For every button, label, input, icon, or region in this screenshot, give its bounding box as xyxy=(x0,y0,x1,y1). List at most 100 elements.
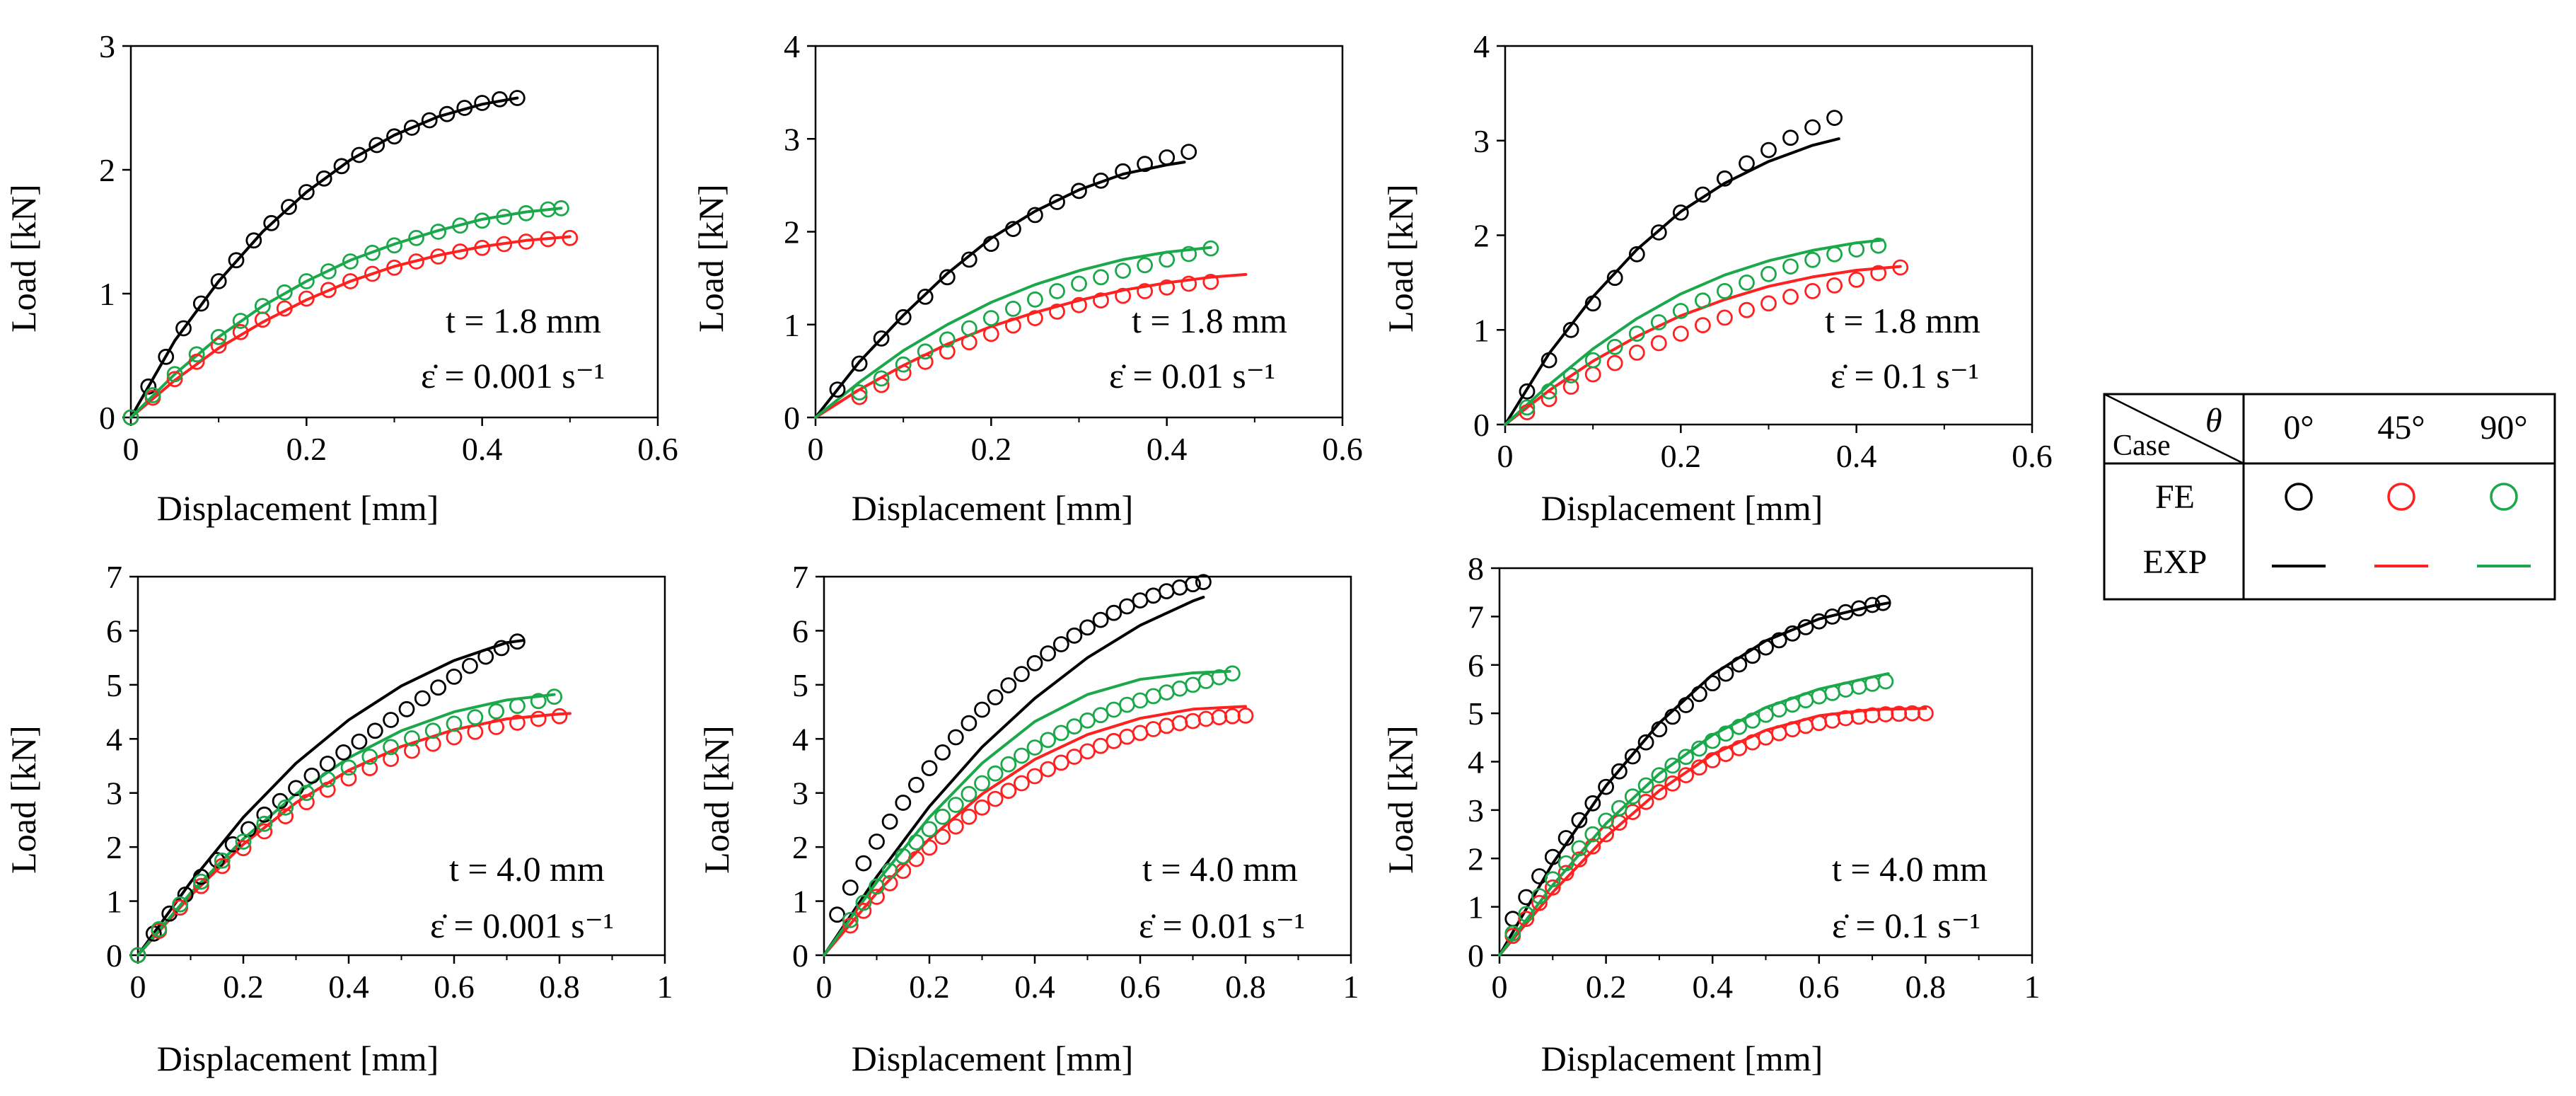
fe-point-green xyxy=(908,833,924,850)
fe-point-green xyxy=(1782,258,1799,275)
plot-area-6: 0 0.2 0.4 0.6 0.8 1 0 1 2 3 4 5 6 7 8 xyxy=(1468,550,2041,1005)
x-axis-title: Displacement [mm] xyxy=(852,1039,1134,1078)
y-tick-label: 8 xyxy=(1468,550,1484,587)
y-tick-label: 4 xyxy=(106,721,122,757)
fe-point-red xyxy=(342,273,359,289)
x-tick-label: 0 xyxy=(808,431,824,467)
fe-point-red xyxy=(842,917,859,934)
fe-point-green xyxy=(1678,749,1695,766)
fe-point-black xyxy=(477,648,494,665)
fe-point-black xyxy=(1598,778,1615,795)
x-tick-label: 0.8 xyxy=(539,969,580,1005)
fe-point-green xyxy=(1005,300,1021,317)
fe-point-red xyxy=(873,376,890,393)
fe-point-red xyxy=(188,353,205,370)
fe-point-green xyxy=(947,797,964,813)
fe-point-green xyxy=(1760,265,1777,282)
fe-point-green xyxy=(1571,840,1588,857)
y-tick-label: 7 xyxy=(792,559,808,595)
fe-point-green xyxy=(1826,246,1843,263)
fe-point-black xyxy=(921,760,938,776)
x-tick-label: 0.4 xyxy=(1147,431,1188,467)
fe-point-green xyxy=(129,947,146,964)
fe-point-black xyxy=(1716,170,1733,187)
fe-point-red xyxy=(1606,354,1623,371)
y-tick-label: 3 xyxy=(784,121,800,157)
y-tick-label: 6 xyxy=(1468,647,1484,683)
exp-line-black xyxy=(823,596,1205,957)
y-axis-title: Load [kN] xyxy=(4,184,43,333)
fe-point-green xyxy=(144,387,161,403)
fe-point-black xyxy=(939,269,956,286)
annotation-thickness: t = 1.8 mm xyxy=(446,301,601,340)
fe-point-green xyxy=(1541,383,1557,400)
fe-point-green xyxy=(1877,673,1894,690)
x-tick-label: 1 xyxy=(2024,969,2041,1005)
fe-point-green xyxy=(1562,367,1579,383)
y-tick-label: 5 xyxy=(1468,696,1484,732)
fe-point-red xyxy=(386,259,402,276)
fe-point-green xyxy=(1848,241,1865,258)
fe-point-green xyxy=(1079,712,1096,729)
fe-point-black xyxy=(509,90,526,106)
fe-point-black xyxy=(1544,848,1561,865)
y-axis-title: Load [kN] xyxy=(1381,184,1420,333)
annotation-strain-rate: ε̇ = 0.1 s⁻¹ xyxy=(1831,356,1979,396)
chart-panel-4: Load [kN] Displacement [mm] t = 4.0 mm ε… xyxy=(4,559,673,1078)
fe-point-green xyxy=(474,212,491,229)
y-tick-label: 3 xyxy=(99,28,115,64)
y-tick-label: 2 xyxy=(1473,218,1490,254)
y-tick-label: 4 xyxy=(784,28,800,64)
fe-point-green xyxy=(1519,399,1536,416)
annotation-thickness: t = 4.0 mm xyxy=(449,849,605,889)
fe-point-green xyxy=(961,320,977,337)
fe-point-red xyxy=(982,325,999,342)
fe-point-red xyxy=(851,388,868,405)
fe-point-black xyxy=(1770,632,1787,649)
fe-point-red xyxy=(917,353,934,370)
fe-point-red xyxy=(430,248,446,265)
fe-point-red xyxy=(276,300,293,317)
fe-point-black xyxy=(224,836,241,853)
plot-area-3: 0 0.2 0.4 0.6 0 1 2 3 4 xyxy=(1473,28,2053,474)
fe-point-green xyxy=(851,384,868,400)
fe-point-green xyxy=(1518,906,1535,923)
fe-point-black xyxy=(1744,647,1761,664)
fe-point-green xyxy=(1704,732,1721,749)
fe-point-red xyxy=(232,323,249,340)
y-tick-label: 5 xyxy=(106,667,122,703)
x-tick-label: 0.6 xyxy=(1799,969,1840,1005)
fe-point-black xyxy=(1541,352,1557,369)
fe-point-black xyxy=(1049,194,1065,210)
legend-diagonal xyxy=(2104,393,2244,465)
fe-point-black xyxy=(1650,224,1667,241)
chart-panel-6: Load [kN] Displacement [mm] t = 4.0 mm ε… xyxy=(1381,550,2041,1078)
fe-point-green xyxy=(1870,237,1887,254)
fe-point-green xyxy=(1672,303,1689,319)
fe-point-red xyxy=(1066,749,1083,765)
fe-point-black xyxy=(829,381,846,398)
fe-point-green xyxy=(320,263,337,279)
fe-point-green xyxy=(1694,292,1711,309)
y-tick-label: 1 xyxy=(1468,889,1484,925)
fe-point-green xyxy=(1544,871,1561,888)
x-axis-title: Displacement [mm] xyxy=(852,488,1134,528)
fe-point-black xyxy=(1584,795,1601,812)
fe-point-black xyxy=(1760,142,1777,158)
fe-point-red xyxy=(530,710,547,727)
fe-point-black xyxy=(430,679,446,696)
fe-point-red xyxy=(383,751,399,767)
fe-point-black xyxy=(1584,295,1601,312)
fe-point-green xyxy=(842,911,859,928)
fe-point-green xyxy=(254,298,271,314)
fe-point-red xyxy=(1541,391,1557,408)
fe-point-green xyxy=(383,739,399,756)
y-tick-label: 0 xyxy=(1473,407,1490,443)
fe-point-red xyxy=(340,770,357,787)
fe-point-green xyxy=(386,237,402,254)
fe-point-green xyxy=(235,833,252,850)
fe-point-black xyxy=(873,330,890,347)
fe-point-red xyxy=(974,799,990,816)
fe-point-black xyxy=(869,833,885,850)
